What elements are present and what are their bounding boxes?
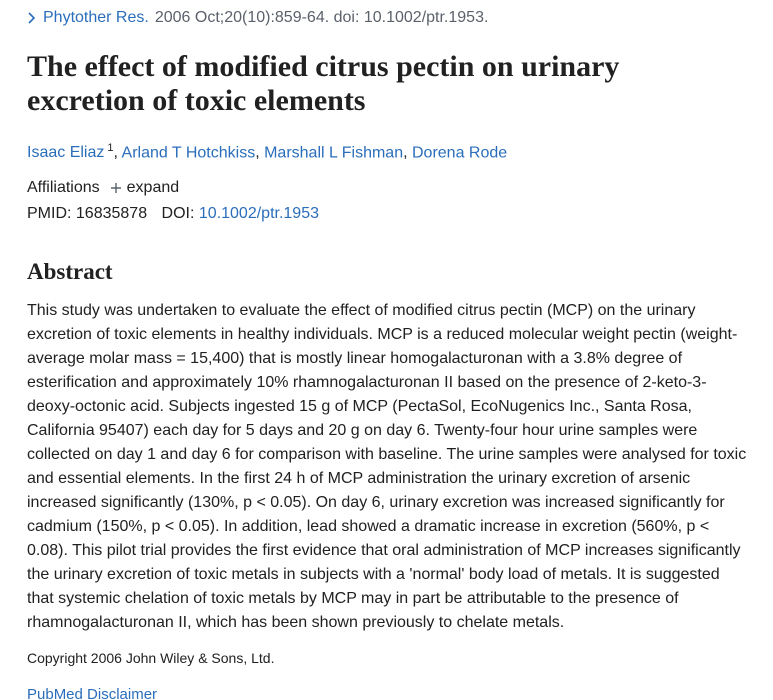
doi-label: DOI:	[161, 205, 195, 222]
pmid: 16835878	[75, 205, 148, 222]
expand-label[interactable]: expand	[126, 179, 180, 196]
author-name[interactable]: Dorena Rode	[412, 144, 508, 162]
affiliations-label: Affiliations	[27, 179, 100, 196]
abstract-heading: Abstract	[27, 259, 113, 284]
journal-link[interactable]: Phytother Res.	[43, 9, 149, 26]
plus-icon	[110, 183, 121, 193]
affiliation-number[interactable]: 1	[107, 142, 114, 154]
doi-link[interactable]: 10.1002/ptr.1953	[198, 205, 319, 222]
article-title: The effect of modified citrus pectin on …	[27, 50, 620, 117]
author: Isaac Eliaz 1	[27, 142, 122, 162]
copyright: Copyright 2006 John Wiley & Sons, Ltd.	[27, 650, 275, 666]
affiliations: Affiliations expand	[27, 179, 179, 197]
pmid-label: PMID:	[27, 205, 72, 222]
expand-toggle[interactable]: expand	[110, 179, 180, 197]
citation-details: 2006 Oct;20(10):859-64. doi: 10.1002/ptr…	[154, 9, 489, 26]
chevron-icon	[28, 12, 36, 24]
disclaimer-link[interactable]: PubMed Disclaimer	[27, 686, 158, 700]
author: Marshall L Fishman	[264, 144, 412, 161]
author-list: Isaac Eliaz1Arland T HotchkissMarshall L…	[27, 142, 507, 162]
author-name[interactable]: Marshall L Fishman	[264, 144, 404, 162]
identifiers: PMID: 16835878 DOI: 10.1002/ptr.1953	[27, 205, 319, 223]
author: Arland T Hotchkiss	[122, 144, 265, 161]
author-name[interactable]: Isaac Eliaz	[27, 144, 105, 162]
citation: Phytother Res. 2006 Oct;20(10):859-64. d…	[27, 9, 488, 27]
author-name[interactable]: Arland T Hotchkiss	[121, 144, 256, 162]
author: Dorena Rode	[412, 144, 507, 161]
abstract-text: This study was undertaken to evaluate th…	[27, 302, 747, 631]
